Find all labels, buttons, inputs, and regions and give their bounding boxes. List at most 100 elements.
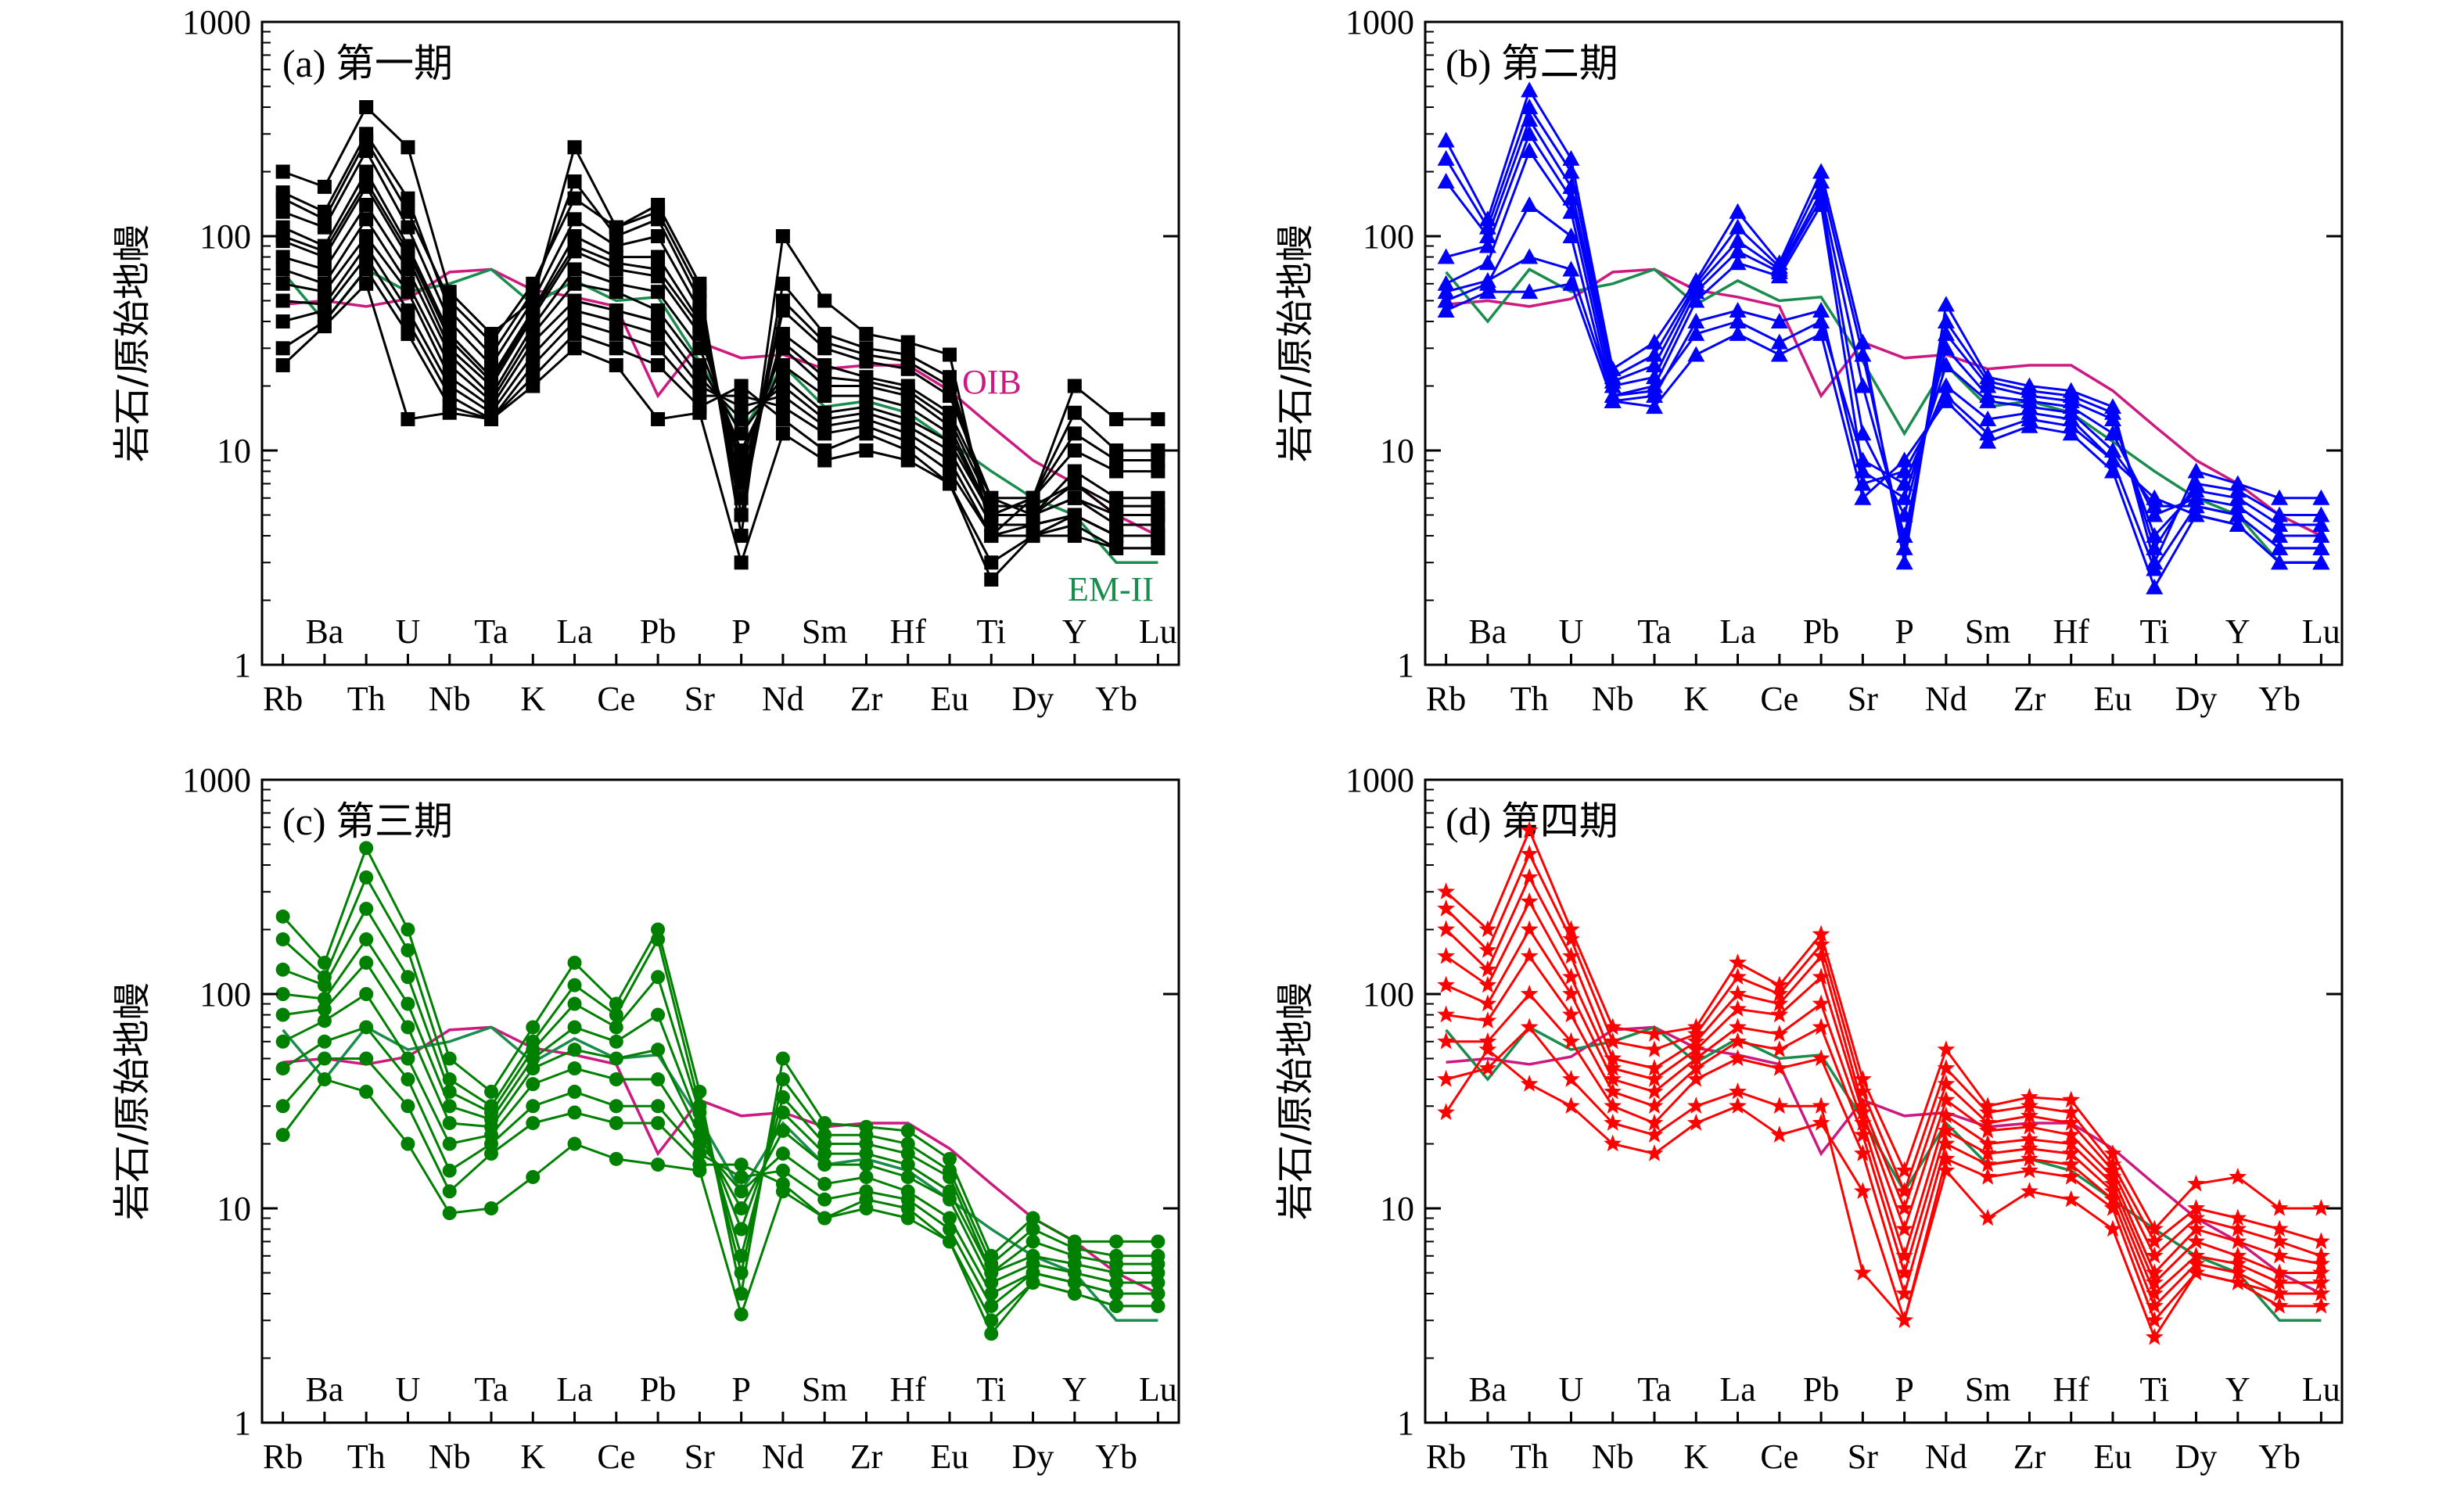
data-point [359, 901, 374, 916]
data-point [1646, 382, 1663, 398]
data-point [1151, 540, 1166, 555]
data-point [567, 1105, 582, 1120]
data-point [1521, 283, 1539, 300]
data-point [1812, 163, 1830, 179]
data-point [1978, 1168, 1997, 1185]
data-point [2020, 404, 2038, 420]
x-tick-label: Yb [2258, 680, 2301, 718]
data-point [651, 1115, 666, 1130]
data-point [734, 1201, 749, 1215]
data-point [1151, 411, 1166, 426]
data-point [1645, 1059, 1664, 1076]
data-point [859, 389, 874, 404]
data-point [900, 1136, 915, 1151]
data-point [1437, 920, 1455, 938]
data-point [2270, 1284, 2289, 1301]
x-tick-label: Zr [2013, 1438, 2046, 1476]
data-point [859, 1169, 874, 1184]
sample-line [1445, 900, 2322, 1274]
x-tick-label: Hf [890, 1370, 927, 1409]
data-point [1437, 248, 1455, 264]
data-point [984, 1326, 999, 1341]
data-point [1729, 967, 1747, 985]
data-point [1025, 1234, 1040, 1249]
data-point [526, 1051, 541, 1066]
data-point [1812, 196, 1830, 212]
data-point [317, 285, 332, 300]
data-point [2187, 1199, 2205, 1216]
x-tick-label: U [396, 612, 421, 651]
data-point [943, 453, 957, 468]
y-axis-title: 岩石/原始地幔 [1273, 982, 1317, 1220]
data-point [1979, 410, 1997, 426]
data-point [2187, 1219, 2205, 1237]
y-tick-label: 10 [217, 432, 251, 470]
data-point [317, 1014, 332, 1028]
data-point [359, 987, 374, 1001]
data-point [1109, 540, 1124, 555]
data-point [2146, 539, 2164, 555]
data-point [775, 1089, 790, 1104]
data-point [1937, 1161, 1956, 1179]
data-point [2146, 497, 2164, 514]
data-point [2187, 489, 2205, 505]
data-point [1520, 845, 1539, 862]
data-point [775, 357, 790, 372]
data-point [1854, 1182, 1872, 1199]
data-point [2271, 539, 2289, 555]
data-point [859, 347, 874, 362]
data-point [734, 443, 749, 458]
data-point [2020, 1139, 2038, 1157]
data-point [275, 1099, 290, 1114]
data-point [1812, 1097, 1830, 1114]
data-point [1729, 1049, 1747, 1067]
data-point [2229, 506, 2247, 522]
data-point [1895, 489, 1913, 505]
data-point [2103, 1219, 2122, 1237]
data-point [442, 1184, 457, 1199]
data-point [1025, 1276, 1040, 1290]
y-tick-label: 1000 [1345, 761, 1414, 799]
data-point [2187, 1263, 2205, 1281]
data-point [359, 276, 374, 291]
data-point [1854, 451, 1872, 468]
data-point [526, 1061, 541, 1076]
data-point [317, 212, 332, 227]
data-point [275, 909, 290, 924]
data-point [1604, 1114, 1622, 1131]
data-point [1151, 453, 1166, 468]
data-point [1895, 554, 1913, 570]
data-point [900, 1211, 915, 1226]
data-point [2145, 1273, 2164, 1290]
data-point [651, 341, 666, 356]
data-point [275, 1007, 290, 1022]
data-point [900, 453, 915, 468]
data-point [1686, 1070, 1705, 1087]
data-point [1478, 283, 1496, 300]
data-point [1109, 1234, 1124, 1249]
data-point [2187, 462, 2205, 479]
data-point [1562, 275, 1580, 291]
data-point [1729, 254, 1747, 271]
data-point [359, 955, 374, 970]
data-point [817, 426, 832, 441]
data-point [775, 1123, 790, 1138]
data-point [2020, 1097, 2038, 1114]
data-point [2146, 560, 2164, 576]
data-point [1812, 313, 1830, 329]
data-point [1437, 131, 1455, 148]
x-tick-label: Ce [1760, 1438, 1798, 1476]
data-point [526, 1020, 541, 1035]
data-point [2145, 1219, 2164, 1237]
data-point [1521, 125, 1539, 142]
x-tick-label: La [1719, 1370, 1755, 1409]
data-point [400, 922, 415, 937]
data-point [2020, 1129, 2038, 1147]
data-point [1520, 946, 1539, 964]
data-point [817, 1115, 832, 1130]
data-point [442, 1136, 457, 1151]
data-point [1478, 960, 1497, 978]
data-point [2062, 1144, 2081, 1161]
data-point [1937, 1106, 1956, 1124]
data-point [900, 1123, 915, 1138]
